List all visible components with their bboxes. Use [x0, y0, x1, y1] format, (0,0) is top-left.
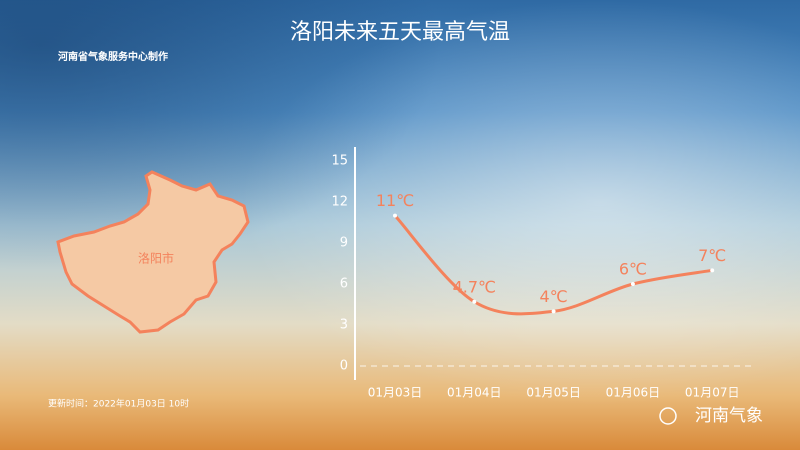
value-label: 7℃: [698, 246, 726, 265]
point: [710, 268, 715, 273]
y-tick-label: 12: [331, 195, 348, 210]
x-tick-label: 01月06日: [606, 386, 661, 400]
city-map: [56, 170, 250, 334]
point: [472, 299, 477, 304]
value-label: 11℃: [376, 191, 414, 210]
y-tick-label: 3: [340, 318, 348, 333]
x-tick-label: 01月03日: [368, 386, 423, 400]
update-time: 更新时间：2022年01月03日 10时: [48, 398, 189, 410]
y-tick-label: 9: [340, 236, 348, 251]
value-label: 6℃: [619, 260, 647, 279]
y-tick-label: 6: [340, 277, 348, 292]
x-tick-label: 01月04日: [447, 386, 502, 400]
value-label: 4℃: [540, 287, 568, 306]
value-label: 4.7℃: [453, 277, 496, 296]
y-tick-label: 15: [331, 154, 348, 169]
watermark: 河南气象: [659, 406, 763, 426]
map-label: 洛阳市: [138, 251, 174, 266]
x-tick-label: 01月05日: [526, 386, 581, 400]
x-tick-label: 01月07日: [685, 386, 740, 400]
point: [393, 213, 397, 218]
watermark-icon: [659, 407, 677, 425]
producer: 河南省气象服务中心制作: [58, 50, 168, 63]
point: [551, 309, 556, 314]
point: [630, 282, 635, 286]
y-tick-label: 0: [340, 359, 348, 374]
watermark-text: 河南气象: [695, 406, 763, 426]
chart-title: 洛阳未来五天最高气温: [290, 20, 510, 45]
